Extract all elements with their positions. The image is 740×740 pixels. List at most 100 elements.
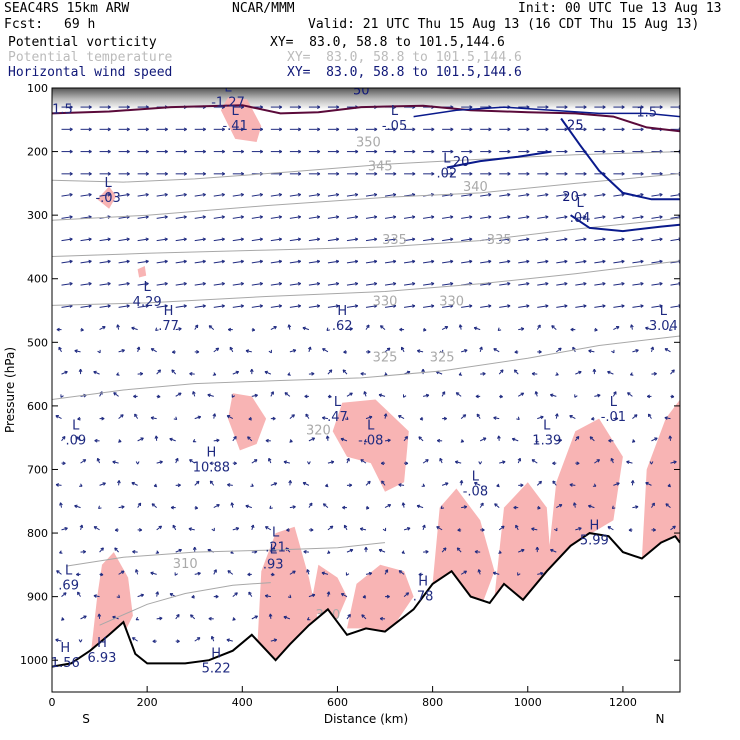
- wind-vector-head: [192, 438, 197, 443]
- wind-vector-head: [373, 259, 378, 264]
- wind-vector-head: [134, 413, 138, 418]
- wind-vector-head: [374, 127, 378, 132]
- wind-vector: [270, 326, 277, 331]
- wind-vector-head: [232, 617, 236, 621]
- wind-vector-head: [322, 503, 327, 507]
- wind-vector-head: [602, 192, 606, 197]
- wind-vector: [403, 282, 416, 286]
- wind-vector-head: [316, 192, 321, 197]
- wind-vector: [537, 416, 544, 420]
- wind-vector-head: [305, 413, 309, 418]
- wind-vector-head: [298, 171, 302, 176]
- pv-shaded-region-4: [332, 399, 409, 492]
- wind-vector: [651, 238, 663, 242]
- wind-vector-head: [69, 192, 73, 197]
- wind-vector-head: [240, 127, 245, 132]
- wind-vector: [99, 305, 111, 308]
- wind-vector-head: [349, 392, 353, 396]
- wind-vector-head: [517, 457, 522, 462]
- wind-vector: [327, 238, 339, 242]
- wind-vector-head: [378, 548, 383, 553]
- wind-vector-head: [240, 281, 244, 286]
- wind-vector: [518, 549, 525, 553]
- extremum-letter: L: [443, 152, 451, 167]
- wind-vector: [613, 282, 625, 286]
- wind-vector-head: [316, 215, 321, 219]
- wind-vector: [423, 305, 435, 308]
- wind-vector-head: [56, 327, 60, 332]
- wind-vector-head: [513, 505, 517, 510]
- wind-vector: [442, 260, 454, 264]
- wind-vector-head: [492, 571, 497, 576]
- wind-vector-head: [392, 192, 397, 197]
- wind-vector-head: [325, 435, 330, 439]
- wind-vector: [442, 216, 454, 219]
- wind-vector: [575, 260, 587, 264]
- wind-vector-head: [135, 569, 139, 573]
- wind-vector-head: [178, 327, 182, 331]
- wind-vector: [251, 305, 263, 308]
- wind-vector-head: [507, 149, 511, 154]
- wind-vector: [403, 238, 416, 242]
- wind-vector-head: [626, 460, 630, 465]
- wind-vector: [270, 305, 282, 308]
- theta-label: 335: [487, 233, 512, 248]
- wind-vector-head: [602, 215, 606, 219]
- wind-vector-head: [88, 281, 92, 286]
- wind-vector-head: [164, 215, 168, 219]
- field-name-theta: Potential temperature: [8, 50, 173, 65]
- wind-vector-head: [393, 127, 397, 132]
- wind-vector: [651, 437, 658, 442]
- wind-vector-head: [230, 502, 235, 506]
- wind-vector-head: [283, 615, 287, 620]
- wind-vector-head: [191, 594, 195, 599]
- wind-vector-head: [583, 237, 587, 242]
- wind-vector-head: [102, 482, 106, 486]
- wind-vector-head: [61, 617, 65, 621]
- wind-vector-head: [88, 259, 92, 264]
- wind-vector-head: [221, 237, 225, 242]
- wind-vector-head: [335, 304, 340, 308]
- wind-vector-head: [652, 528, 656, 532]
- pv-shaded-region-9: [641, 399, 680, 559]
- theta-label: 310: [173, 557, 198, 572]
- wind-vector-head: [202, 127, 206, 132]
- wind-vector-head: [326, 591, 331, 595]
- extremum-value: 4.29: [133, 295, 162, 310]
- wind-vector-head: [545, 127, 549, 132]
- extremum-L: L.02: [437, 152, 458, 182]
- wind-vector-head: [607, 370, 611, 375]
- wind-vector-head: [613, 391, 617, 395]
- wind-vector-head: [545, 171, 549, 176]
- wind-vector-head: [202, 215, 206, 219]
- wind-vector-head: [401, 502, 406, 506]
- wind-vector-head: [153, 483, 158, 488]
- wind-vector-head: [640, 304, 644, 308]
- wind-vector-head: [297, 237, 302, 242]
- wind-vector: [423, 260, 435, 264]
- wind-vector: [651, 282, 663, 286]
- extremum-L: L1.39: [532, 419, 561, 449]
- extremum-value: 5.99: [580, 534, 609, 549]
- wind-vector-head: [259, 127, 264, 132]
- wind-vector-head: [360, 459, 364, 463]
- wind-vector-head: [336, 171, 340, 176]
- wind-vector-head: [589, 436, 594, 440]
- wind-speed-label: 25: [567, 118, 584, 133]
- wind-vector-head: [183, 281, 187, 286]
- wind-vector: [461, 193, 473, 197]
- wind-vector: [613, 305, 625, 308]
- wind-vector-head: [441, 391, 446, 395]
- wind-vector-head: [445, 482, 449, 486]
- wind-vector-head: [69, 127, 73, 132]
- wind-vector: [651, 193, 663, 197]
- wind-vector-head: [456, 547, 461, 551]
- pv-1-5-contour: [52, 104, 680, 133]
- wind-vector-head: [630, 324, 634, 328]
- wind-vector: [61, 371, 68, 375]
- wind-vector: [289, 282, 301, 286]
- wind-vector: [499, 193, 511, 197]
- wind-vector: [613, 193, 625, 197]
- extremum-L: L.21: [265, 525, 286, 555]
- wind-vector: [556, 238, 568, 242]
